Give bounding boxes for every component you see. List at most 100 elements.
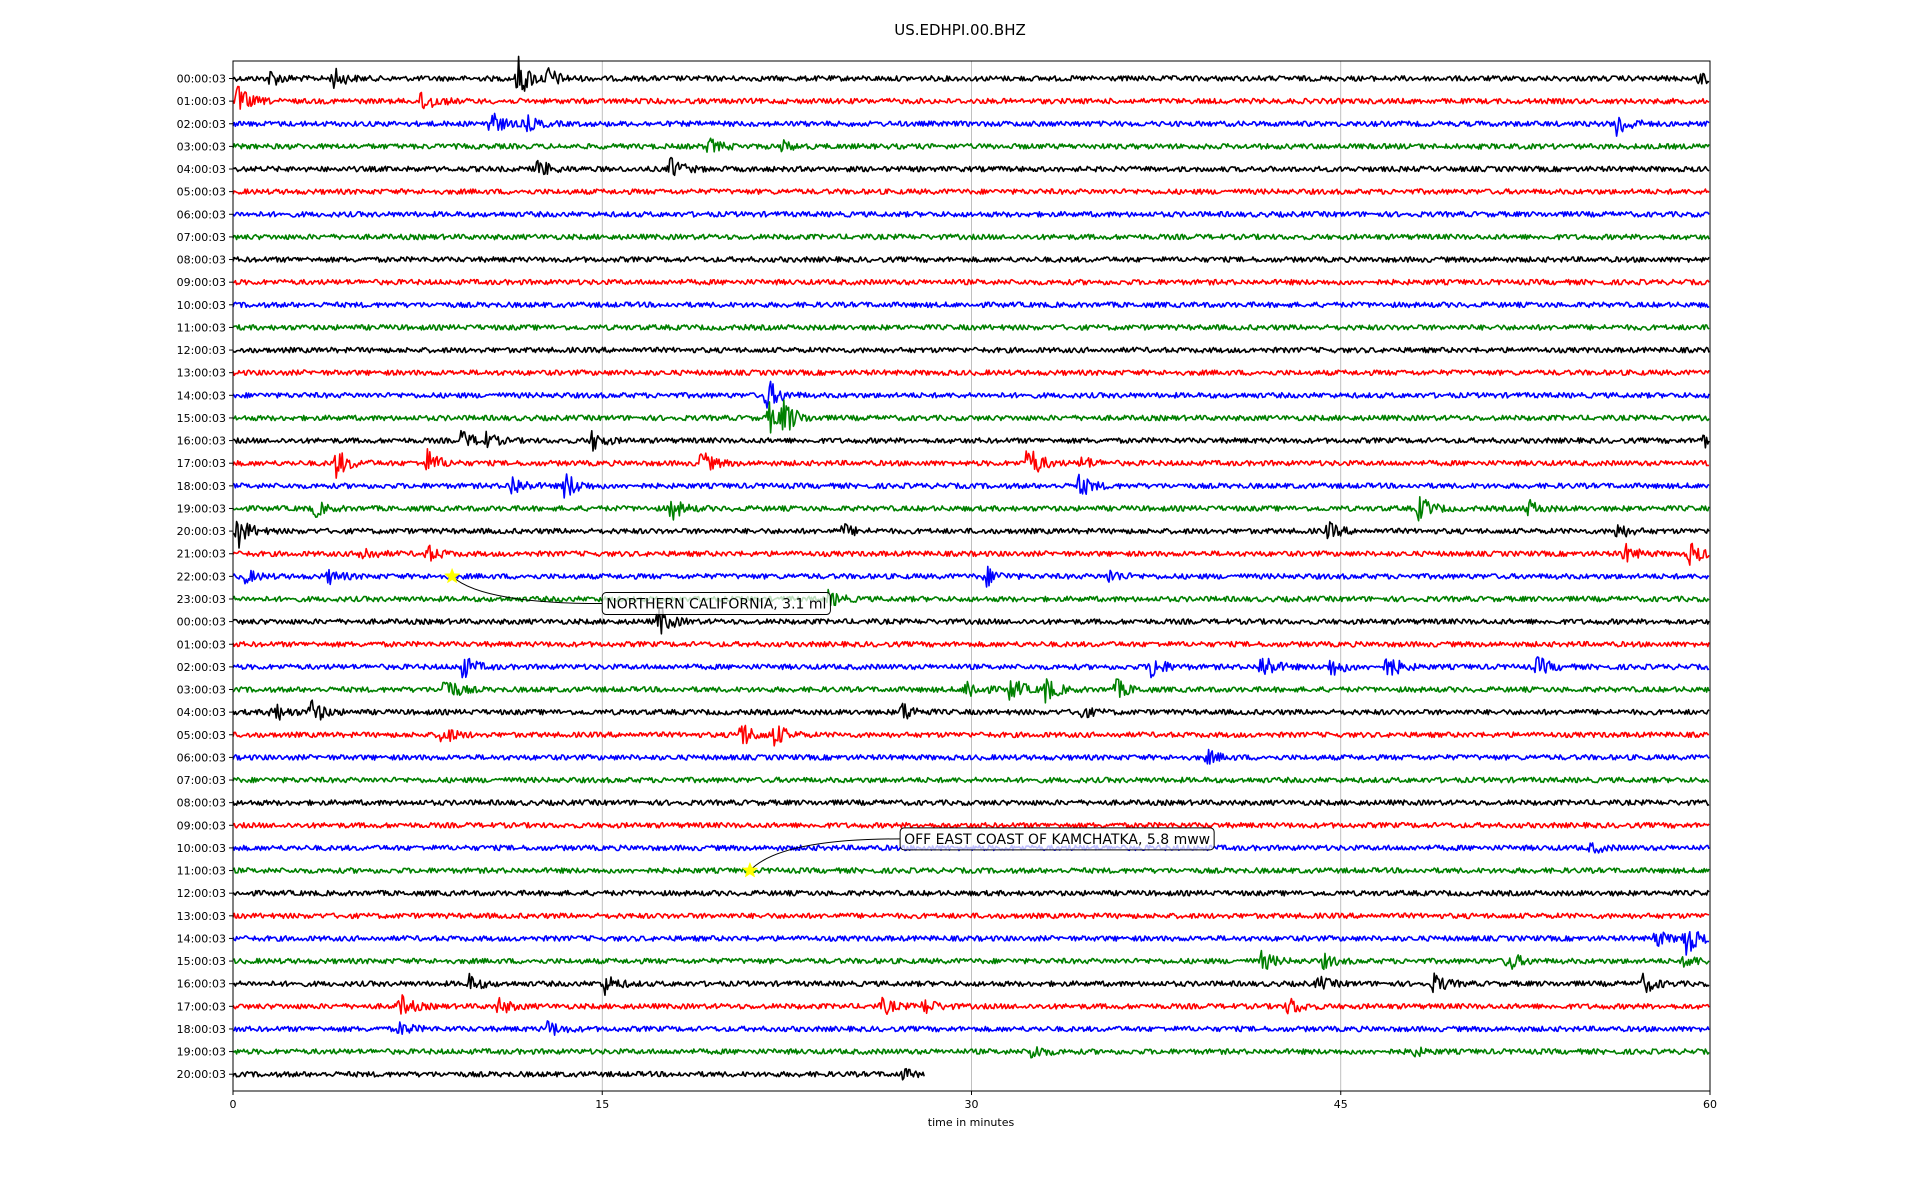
trace-row-43: [232, 1046, 1710, 1059]
trace-row-18: [232, 473, 1710, 499]
trace-row-29: [232, 724, 1710, 747]
x-tick-label: 30: [965, 1098, 979, 1111]
y-tick-label: 15:00:03: [177, 412, 226, 425]
y-tick-label: 16:00:03: [177, 978, 226, 991]
annotation-layer: NORTHERN CALIFORNIA, 3.1 ml OFF EAST COAS…: [443, 567, 1215, 878]
y-tick-label: 01:00:03: [177, 638, 226, 651]
y-tick-label: 21:00:03: [177, 548, 226, 561]
trace-row-27: [232, 678, 1710, 704]
trace-row-24: [232, 607, 1710, 635]
y-tick-label: 03:00:03: [177, 684, 226, 697]
trace-row-11: [232, 324, 1710, 331]
trace-row-1: [232, 85, 1710, 110]
trace-row-3: [232, 137, 1710, 153]
y-tick-label: 08:00:03: [177, 254, 226, 267]
y-tick-label: 17:00:03: [177, 457, 226, 470]
trace-row-8: [232, 256, 1710, 263]
y-tick-label: 15:00:03: [177, 955, 226, 968]
event-star-0: [443, 567, 461, 584]
x-tick-label: 45: [1334, 1098, 1348, 1111]
trace-row-36: [232, 889, 1710, 897]
y-tick-label: 05:00:03: [177, 729, 226, 742]
y-tick-label: 16:00:03: [177, 435, 226, 448]
x-tick-label: 15: [595, 1098, 609, 1111]
trace-row-41: [232, 994, 1710, 1015]
x-axis-label: time in minutes: [928, 1116, 1015, 1129]
y-tick-label: 23:00:03: [177, 593, 226, 606]
y-tick-label: 14:00:03: [177, 932, 226, 945]
trace-layer: [232, 55, 1710, 1081]
trace-row-15: [232, 399, 1710, 434]
y-tick-label: 22:00:03: [177, 570, 226, 583]
x-tick-label: 60: [1703, 1098, 1717, 1111]
y-tick-label: 09:00:03: [177, 276, 226, 289]
event-connector-1: [749, 838, 901, 871]
y-tick-label: 19:00:03: [177, 1046, 226, 1059]
trace-row-13: [232, 369, 1710, 377]
y-tick-label: 06:00:03: [177, 208, 226, 221]
trace-row-35: [232, 867, 1710, 874]
trace-row-22: [232, 565, 1710, 588]
trace-row-32: [232, 799, 1710, 807]
y-tick-label: 02:00:03: [177, 118, 226, 131]
trace-row-21: [232, 542, 1710, 566]
event-star-1: [741, 861, 759, 878]
trace-row-23: [232, 588, 1710, 607]
y-tick-layer: 00:00:03 01:00:03 02:00:03 03:00:03 04:00:03…: [177, 73, 233, 1081]
event-label-box-0: [601, 592, 831, 616]
event-connector-0: [451, 575, 603, 605]
y-tick-label: 01:00:03: [177, 95, 226, 108]
trace-row-17: [232, 448, 1710, 479]
y-tick-label: 07:00:03: [177, 231, 226, 244]
trace-row-28: [232, 699, 1710, 721]
event-label-1: OFF EAST COAST OF KAMCHATKA, 5.8 mww: [904, 832, 1210, 848]
trace-row-2: [232, 112, 1710, 137]
y-tick-label: 11:00:03: [177, 321, 226, 334]
trace-row-10: [232, 301, 1710, 309]
trace-row-26: [232, 656, 1710, 679]
trace-row-44: [232, 1067, 925, 1081]
trace-row-40: [232, 972, 1710, 996]
y-tick-label: 10:00:03: [177, 299, 226, 312]
trace-row-16: [232, 429, 1710, 452]
trace-row-6: [232, 210, 1710, 218]
y-tick-label: 10:00:03: [177, 842, 226, 855]
event-label-0: NORTHERN CALIFORNIA, 3.1 ml: [606, 597, 826, 613]
trace-row-7: [232, 233, 1710, 241]
y-tick-label: 20:00:03: [177, 525, 226, 538]
trace-row-37: [232, 912, 1710, 920]
y-tick-label: 19:00:03: [177, 502, 226, 515]
x-tick-label: 0: [230, 1098, 237, 1111]
y-tick-label: 00:00:03: [177, 73, 226, 86]
y-tick-label: 13:00:03: [177, 367, 226, 380]
trace-row-19: [232, 496, 1710, 522]
trace-row-5: [232, 188, 1710, 195]
y-tick-label: 03:00:03: [177, 140, 226, 153]
y-tick-label: 14:00:03: [177, 389, 226, 402]
y-tick-label: 09:00:03: [177, 819, 226, 832]
y-tick-label: 11:00:03: [177, 865, 226, 878]
y-tick-label: 12:00:03: [177, 887, 226, 900]
y-tick-label: 17:00:03: [177, 1000, 226, 1013]
y-tick-label: 04:00:03: [177, 163, 226, 176]
trace-row-0: [232, 55, 1710, 92]
trace-row-12: [232, 346, 1710, 354]
y-tick-label: 07:00:03: [177, 774, 226, 787]
trace-row-33: [232, 821, 1710, 829]
y-tick-label: 20:00:03: [177, 1068, 226, 1081]
x-tick-layer: 0 15 30 45 60: [230, 1091, 1717, 1111]
trace-row-30: [232, 748, 1710, 765]
event-label-box-1: [899, 827, 1215, 851]
y-tick-label: 00:00:03: [177, 616, 226, 629]
trace-row-39: [232, 949, 1710, 971]
trace-row-38: [232, 931, 1710, 956]
trace-row-4: [232, 156, 1710, 177]
y-tick-label: 18:00:03: [177, 480, 226, 493]
trace-row-31: [232, 776, 1710, 784]
trace-row-9: [233, 278, 1710, 286]
trace-row-14: [232, 380, 1710, 409]
y-tick-label: 12:00:03: [177, 344, 226, 357]
y-tick-label: 08:00:03: [177, 797, 226, 810]
trace-row-25: [232, 640, 1710, 648]
